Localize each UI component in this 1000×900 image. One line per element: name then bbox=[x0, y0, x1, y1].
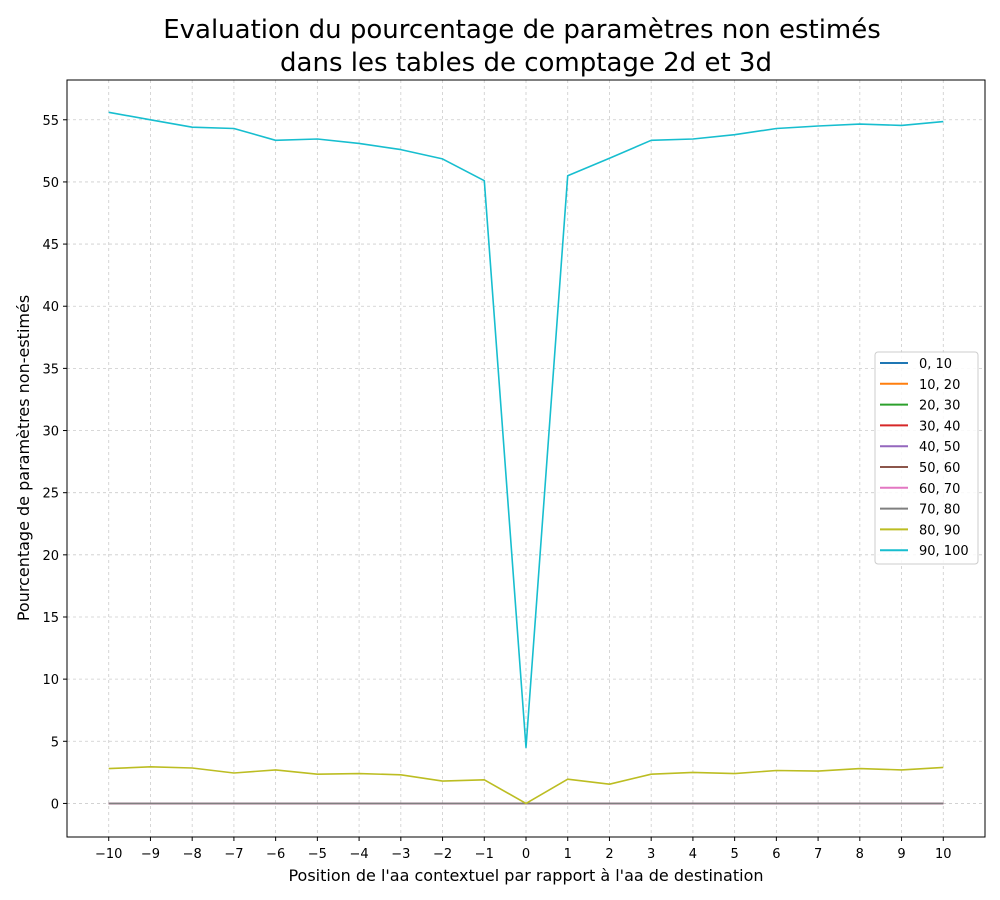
x-tick-label: −2 bbox=[433, 847, 452, 862]
legend-entry-label: 10, 20 bbox=[919, 378, 960, 393]
x-tick-label: −9 bbox=[141, 847, 160, 862]
grid bbox=[67, 80, 985, 837]
y-tick-label: 40 bbox=[42, 300, 59, 315]
legend-entry-label: 20, 30 bbox=[919, 399, 960, 414]
legend-entry-label: 60, 70 bbox=[919, 482, 960, 497]
series-line bbox=[108, 111, 944, 749]
x-tick-label: −5 bbox=[308, 847, 327, 862]
legend-entry-label: 0, 10 bbox=[919, 357, 952, 372]
y-tick-label: 45 bbox=[42, 238, 59, 253]
x-tick-label: 10 bbox=[935, 847, 952, 862]
x-tick-label: 7 bbox=[814, 847, 822, 862]
x-tick-label: 2 bbox=[605, 847, 613, 862]
x-tick-label: 1 bbox=[564, 847, 572, 862]
x-tick-label: 8 bbox=[856, 847, 864, 862]
legend-items: 0, 10 10, 20 20, 30 30, 40 40, 50 50, 60 60, 7… bbox=[880, 357, 969, 559]
series-line bbox=[108, 765, 944, 805]
y-tick-label: 25 bbox=[42, 487, 59, 502]
x-tick-label: −10 bbox=[95, 847, 122, 862]
legend-entry-label: 50, 60 bbox=[919, 461, 960, 476]
y-axis-ticks: 0 5 10 15 20 25 30 35 40 45 50 55 bbox=[42, 114, 67, 812]
legend-entry-label: 90, 100 bbox=[919, 544, 969, 559]
x-axis-label: Position de l'aa contextuel par rapport … bbox=[288, 866, 763, 885]
y-tick-label: 10 bbox=[42, 673, 59, 688]
y-tick-label: 0 bbox=[51, 797, 59, 812]
y-tick-label: 55 bbox=[42, 114, 59, 129]
y-tick-label: 20 bbox=[42, 549, 59, 564]
legend: 0, 10 10, 20 20, 30 30, 40 40, 50 50, 60 60, 7… bbox=[874, 351, 979, 565]
y-tick-label: 5 bbox=[51, 735, 59, 750]
x-tick-label: −1 bbox=[475, 847, 494, 862]
x-tick-label: 3 bbox=[647, 847, 655, 862]
x-tick-label: −8 bbox=[183, 847, 202, 862]
x-tick-label: −7 bbox=[224, 847, 243, 862]
y-tick-label: 15 bbox=[42, 611, 59, 626]
x-tick-label: −4 bbox=[350, 847, 369, 862]
y-tick-label: 50 bbox=[42, 176, 59, 191]
y-axis-label: Pourcentage de paramètres non-estimés bbox=[14, 295, 33, 621]
x-axis-ticks: −10 −9 −8 −7 −6 −5 −4 −3 −2 −1 0 1 2 3 4 5 6 7 8 9 10 bbox=[95, 837, 952, 862]
x-tick-label: 4 bbox=[689, 847, 697, 862]
series-lines bbox=[108, 111, 944, 805]
legend-entry-label: 70, 80 bbox=[919, 503, 960, 518]
legend-entry-label: 30, 40 bbox=[919, 419, 960, 434]
x-tick-label: 9 bbox=[897, 847, 905, 862]
x-tick-label: 6 bbox=[772, 847, 780, 862]
chart-title-line-1: Evaluation du pourcentage de paramètres … bbox=[163, 15, 881, 45]
legend-entry-label: 80, 90 bbox=[919, 523, 960, 538]
y-tick-label: 30 bbox=[42, 425, 59, 440]
x-tick-label: −6 bbox=[266, 847, 285, 862]
y-tick-label: 35 bbox=[42, 362, 59, 377]
x-tick-label: 0 bbox=[522, 847, 530, 862]
x-tick-label: 5 bbox=[730, 847, 738, 862]
chart-title-line-2: dans les tables de comptage 2d et 3d bbox=[280, 48, 772, 78]
x-tick-label: −3 bbox=[391, 847, 410, 862]
legend-entry-label: 40, 50 bbox=[919, 440, 960, 455]
